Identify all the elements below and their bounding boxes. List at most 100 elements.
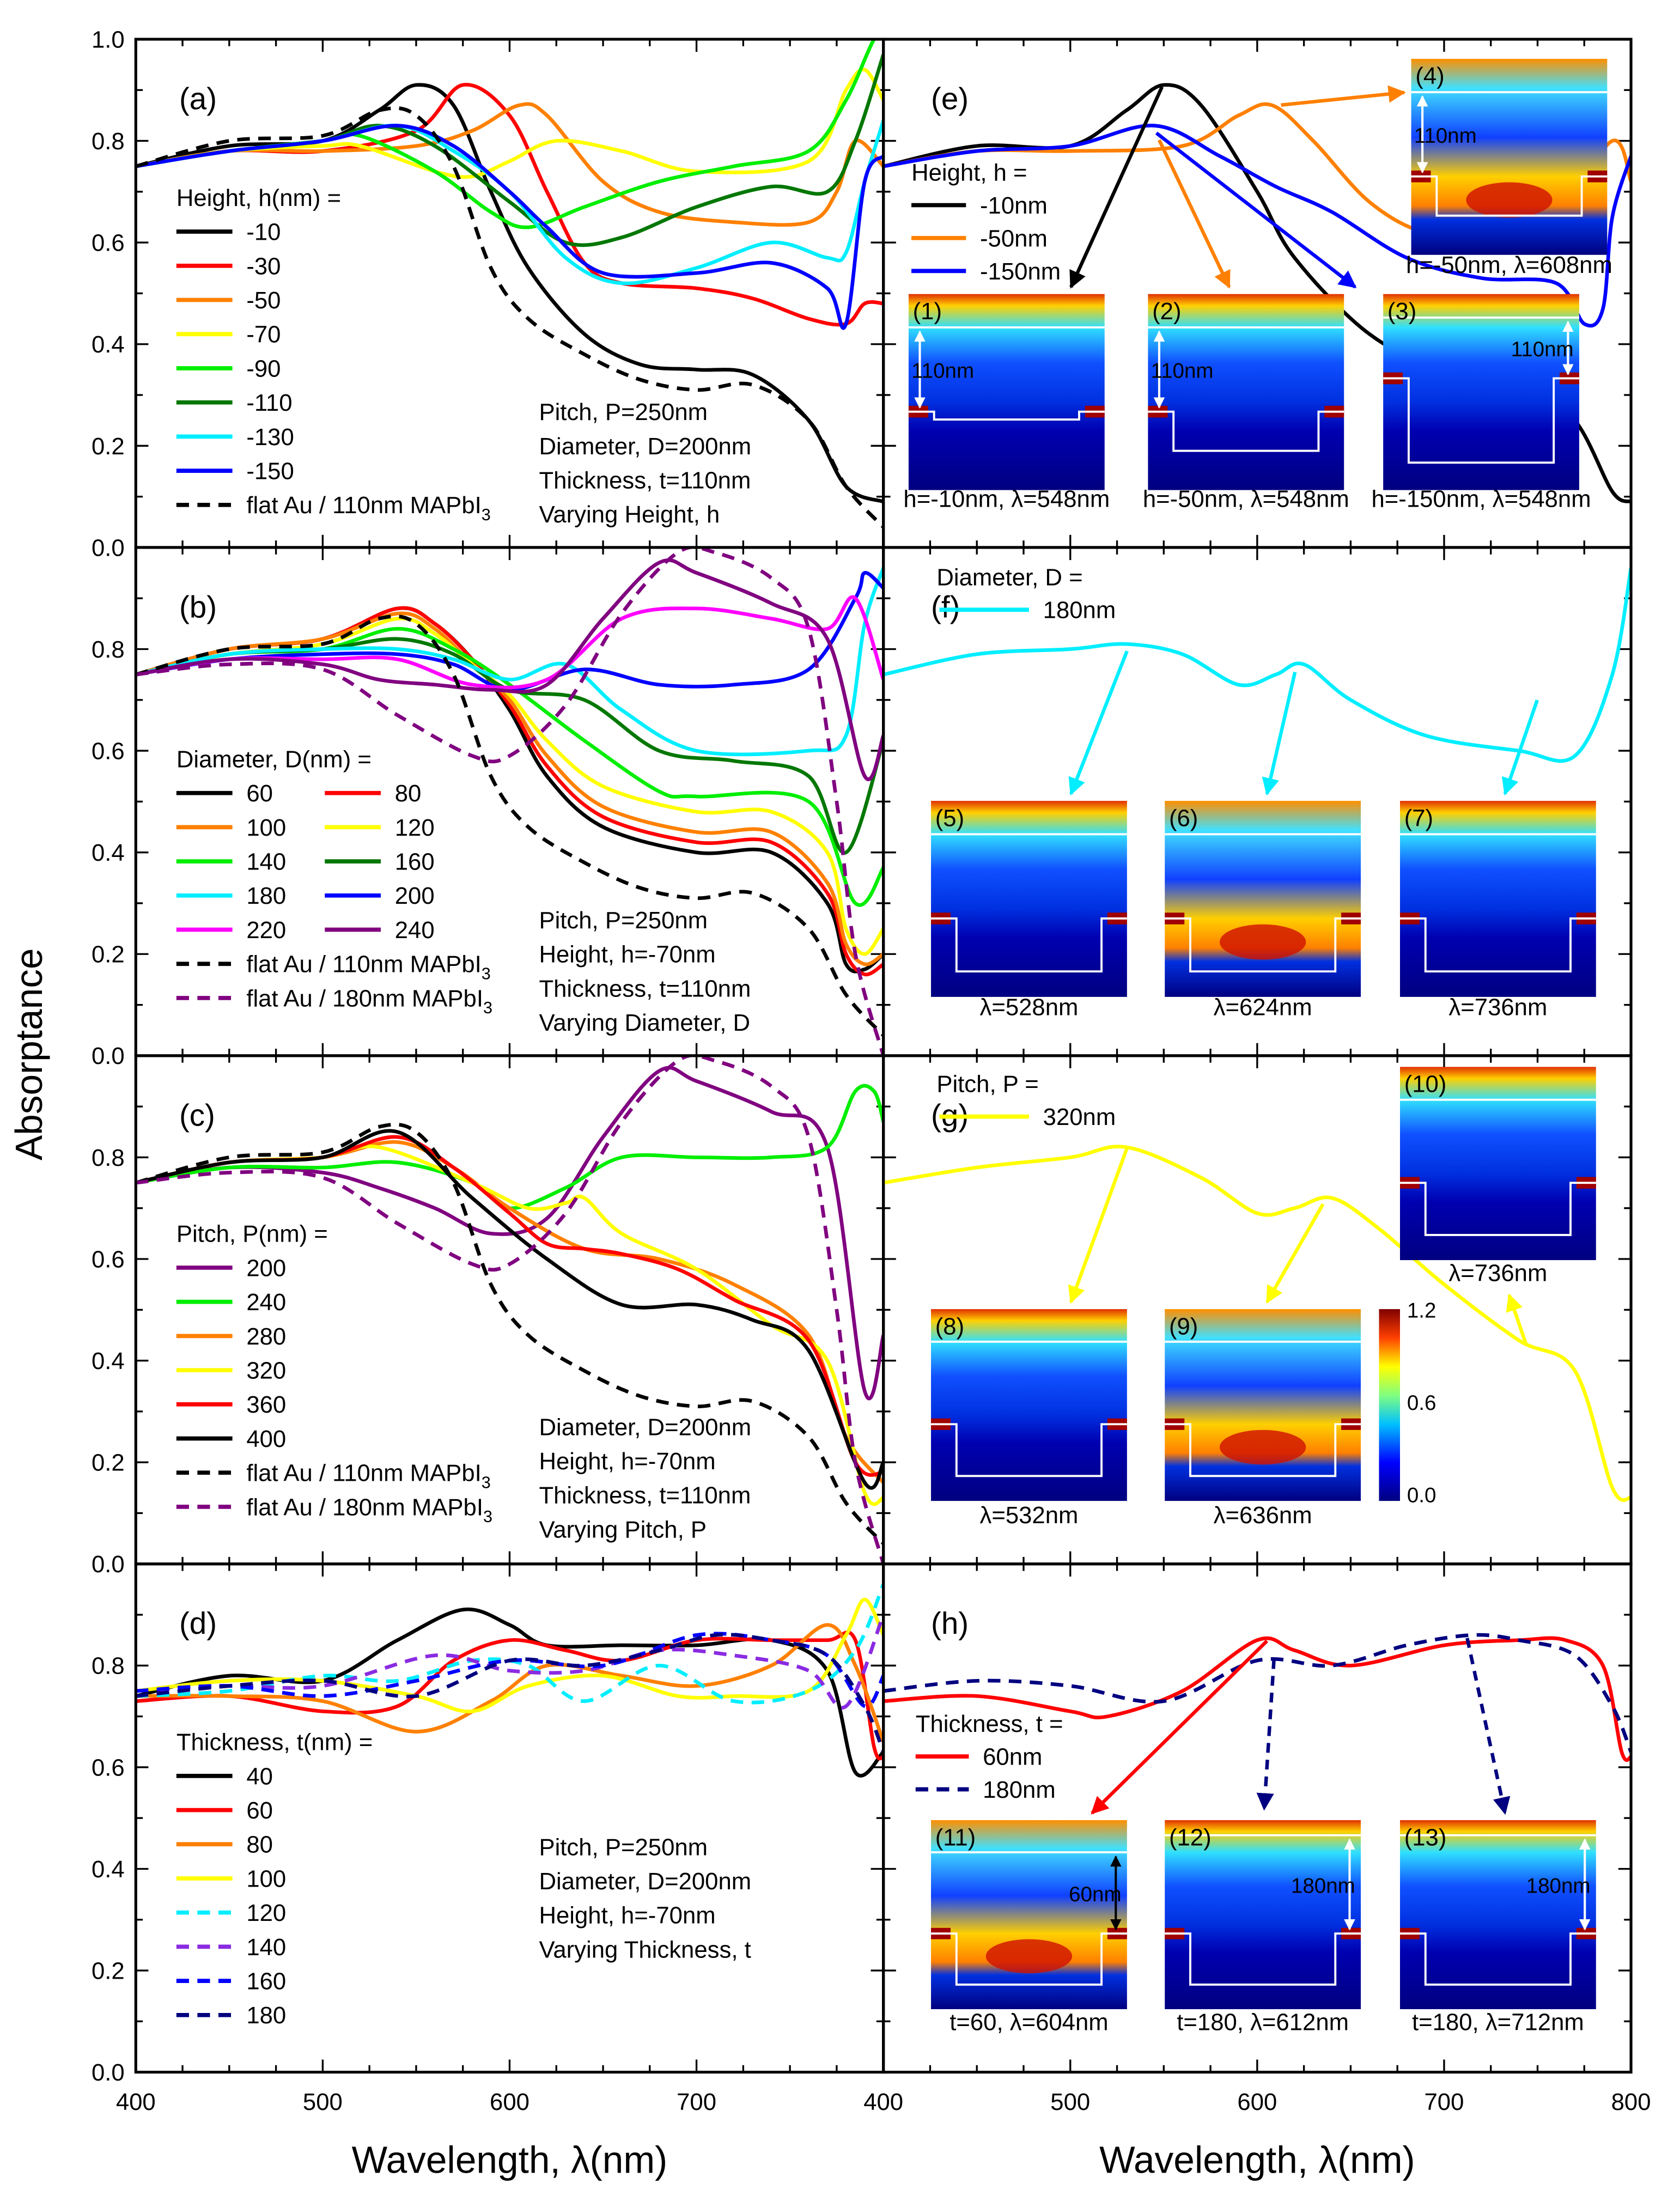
x-tick-label: 800 bbox=[1611, 2089, 1651, 2115]
legend-label: 240 bbox=[246, 1289, 286, 1316]
grating-outline bbox=[1400, 1932, 1596, 1986]
panel-label: (b) bbox=[179, 589, 217, 624]
series-group bbox=[883, 1145, 1632, 1502]
panel-label: (e) bbox=[931, 82, 969, 116]
field-map-inset: (12) t=180, λ=612nm 180nm bbox=[1165, 1820, 1361, 2036]
panel-label: (c) bbox=[179, 1098, 215, 1132]
legend-label: flat Au / 110nm MAPbI3 bbox=[246, 492, 490, 524]
grating-outline bbox=[1165, 917, 1361, 973]
colorbar-label: 0.0 bbox=[1407, 1484, 1436, 1507]
inset-caption: λ=532nm bbox=[979, 1502, 1078, 1529]
y-tick-label: 0.4 bbox=[92, 1856, 125, 1883]
colorbar-label: 1.2 bbox=[1407, 1299, 1436, 1322]
field-map-inset: (7) λ=736nm bbox=[1400, 801, 1596, 1020]
legend-label: 320nm bbox=[1043, 1104, 1116, 1130]
series-line-400 bbox=[136, 1129, 884, 1490]
pointer-arrow bbox=[1501, 699, 1539, 796]
x-axis-label-right: Wavelength, λ(nm) bbox=[1099, 2139, 1415, 2181]
legend-label: 280 bbox=[246, 1323, 286, 1350]
series-line-320nm bbox=[883, 1145, 1632, 1502]
inset-tag: (10) bbox=[1404, 1071, 1447, 1098]
parameter-annotation: Height, h=-70nm bbox=[539, 1448, 715, 1475]
legend-title: Height, h(nm) = bbox=[176, 185, 341, 211]
series-line-100 bbox=[136, 1597, 884, 1713]
grating-outline bbox=[1400, 917, 1596, 973]
series-group bbox=[136, 1055, 884, 1564]
inset-caption: h=-10nm, λ=548nm bbox=[903, 485, 1110, 512]
legend-label: 60 bbox=[246, 780, 273, 807]
panel-c: 0.0 0.2 0.4 0.6 0.8 (c) Pitch, P(nm) = 200 240 28… bbox=[92, 1054, 885, 1578]
field-map-inset: (4) h=-50nm, λ=608nm 110nm bbox=[1406, 58, 1612, 278]
grating-outline bbox=[908, 410, 1105, 421]
field-map-inset: (11) t=60, λ=604nm 60nm bbox=[931, 1820, 1127, 2036]
legend-label: -130 bbox=[246, 424, 294, 451]
legend-label: 360 bbox=[246, 1391, 286, 1418]
field-map bbox=[1165, 1820, 1361, 2010]
x-tick-label: 700 bbox=[677, 2089, 716, 2115]
grating-outline bbox=[1148, 410, 1344, 452]
y-tick-label: 0.2 bbox=[92, 941, 125, 968]
legend-label: 240 bbox=[395, 917, 435, 944]
legend-label: -110 bbox=[246, 390, 292, 416]
x-tick-label: 600 bbox=[1237, 2089, 1277, 2115]
series-line-flat-Au-110nm-MAPbI3 bbox=[136, 106, 884, 528]
legend-title: Thickness, t(nm) = bbox=[176, 1729, 373, 1756]
grating-outline bbox=[1411, 175, 1608, 217]
field-map-inset: (13) t=180, λ=712nm 180nm bbox=[1400, 1820, 1596, 2036]
legend-label: flat Au / 180nm MAPbI3 bbox=[246, 985, 492, 1017]
dimension-label: 110nm bbox=[1511, 338, 1574, 361]
inset-caption: t=60, λ=604nm bbox=[949, 2009, 1108, 2036]
y-tick-label: 0.6 bbox=[92, 1246, 125, 1273]
legend-label: flat Au / 110nm MAPbI3 bbox=[246, 1460, 490, 1492]
legend-label: 80 bbox=[395, 780, 422, 807]
series-line--70 bbox=[136, 68, 884, 179]
y-tick-label: 0.6 bbox=[92, 1754, 125, 1781]
series-line-180 bbox=[136, 1633, 884, 1753]
grating-outline bbox=[1165, 1932, 1361, 1986]
inset-tag: (12) bbox=[1169, 1824, 1212, 1851]
series-line-flat-Au-180nm-MAPbI3 bbox=[136, 1055, 884, 1564]
legend-label: flat Au / 180nm MAPbI3 bbox=[246, 1494, 492, 1526]
inset-caption: λ=624nm bbox=[1214, 994, 1312, 1020]
y-tick-label: 0.4 bbox=[92, 1348, 125, 1374]
dimension-label: 110nm bbox=[911, 360, 974, 383]
panel-d: 0.0 0.2 0.4 0.6 0.8 (d) Thickness, t(nm) = 40 60… bbox=[92, 1562, 885, 2086]
field-map-inset: (5) λ=528nm bbox=[931, 801, 1127, 1020]
inset-caption: λ=736nm bbox=[1448, 1260, 1547, 1287]
legend-label: 180nm bbox=[983, 1777, 1056, 1803]
legend-label: 60nm bbox=[983, 1744, 1042, 1771]
series-line--50 bbox=[136, 102, 884, 227]
inset-tag: (1) bbox=[913, 298, 942, 325]
grating-outline bbox=[931, 917, 1127, 973]
field-hotspot bbox=[1466, 182, 1553, 218]
pointer-arrow bbox=[1262, 671, 1297, 796]
legend-label: 200 bbox=[246, 1255, 286, 1281]
panel-f: (f)Diameter, D = 180nm (5) λ=528nm (6) λ=624n… bbox=[882, 546, 1633, 1057]
field-map bbox=[1400, 1820, 1596, 2010]
series-line-100 bbox=[136, 611, 884, 966]
legend-label: 200 bbox=[395, 883, 435, 909]
field-hotspot bbox=[985, 1939, 1073, 1974]
parameter-annotation: Height, h=-70nm bbox=[539, 941, 715, 968]
legend-label: 180 bbox=[246, 2002, 286, 2029]
y-tick-label: 0.0 bbox=[92, 1551, 125, 1578]
inset-caption: h=-150nm, λ=548nm bbox=[1371, 485, 1591, 512]
series-line-flat-Au-180nm-MAPbI3 bbox=[136, 547, 884, 1056]
pointer-arrow bbox=[1069, 86, 1164, 289]
legend-label: -90 bbox=[246, 355, 281, 382]
inset-tag: (11) bbox=[935, 1824, 976, 1851]
parameter-annotation: Pitch, P=250nm bbox=[539, 907, 708, 934]
series-line-180 bbox=[136, 567, 884, 757]
y-tick-label: 0.0 bbox=[92, 2059, 125, 2086]
series-line--150 bbox=[136, 124, 884, 330]
field-hotspot bbox=[1219, 1430, 1306, 1465]
y-tick-label: 0.8 bbox=[92, 128, 125, 155]
inset-tag: (3) bbox=[1387, 298, 1416, 325]
inset-tag: (9) bbox=[1169, 1313, 1198, 1340]
y-tick-label: 0.2 bbox=[92, 1957, 125, 1984]
y-tick-label: 0.0 bbox=[92, 534, 125, 561]
legend-label: 60 bbox=[246, 1797, 273, 1824]
y-tick-label: 0.4 bbox=[92, 840, 125, 866]
series-line-240 bbox=[136, 1084, 884, 1211]
